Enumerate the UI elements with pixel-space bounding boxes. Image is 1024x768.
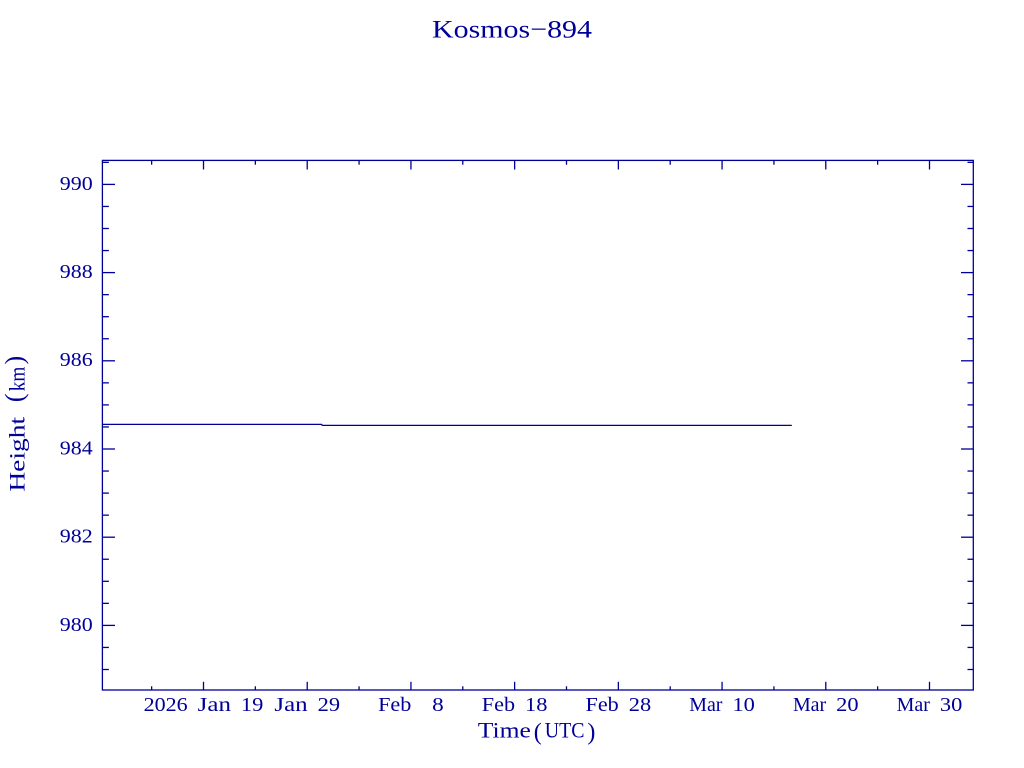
svg-text:Mar: Mar [897,694,930,716]
svg-text:988: 988 [60,261,93,283]
svg-text:30: 30 [940,694,962,716]
svg-text:29: 29 [318,694,340,716]
svg-text:2026: 2026 [144,694,188,716]
svg-text:986: 986 [60,349,93,371]
svg-text:982: 982 [60,526,93,548]
svg-text:(: ( [534,720,542,746]
svg-text:28: 28 [629,694,651,716]
svg-text:8: 8 [432,694,444,716]
svg-text:Kosmos−894: Kosmos−894 [432,17,593,44]
svg-text:Feb: Feb [482,694,515,716]
svg-text:(: ( [0,393,29,402]
svg-text:20: 20 [836,694,858,716]
svg-text:): ) [587,720,595,746]
svg-text:Jan: Jan [198,694,231,716]
svg-text:Feb: Feb [586,694,619,716]
svg-text:km: km [5,367,30,392]
svg-text:19: 19 [241,694,263,716]
svg-text:Mar: Mar [689,694,722,716]
svg-text:Height: Height [5,417,30,492]
svg-text:990: 990 [60,173,93,195]
svg-text:Time: Time [478,718,531,743]
svg-text:Jan: Jan [274,694,307,716]
svg-text:UTC: UTC [545,718,585,743]
svg-text:Feb: Feb [378,694,411,716]
svg-text:10: 10 [732,694,754,716]
svg-text:984: 984 [60,437,93,459]
svg-text:980: 980 [60,614,93,636]
svg-text:18: 18 [525,694,547,716]
svg-text:Mar: Mar [793,694,826,716]
svg-text:): ) [0,356,29,365]
